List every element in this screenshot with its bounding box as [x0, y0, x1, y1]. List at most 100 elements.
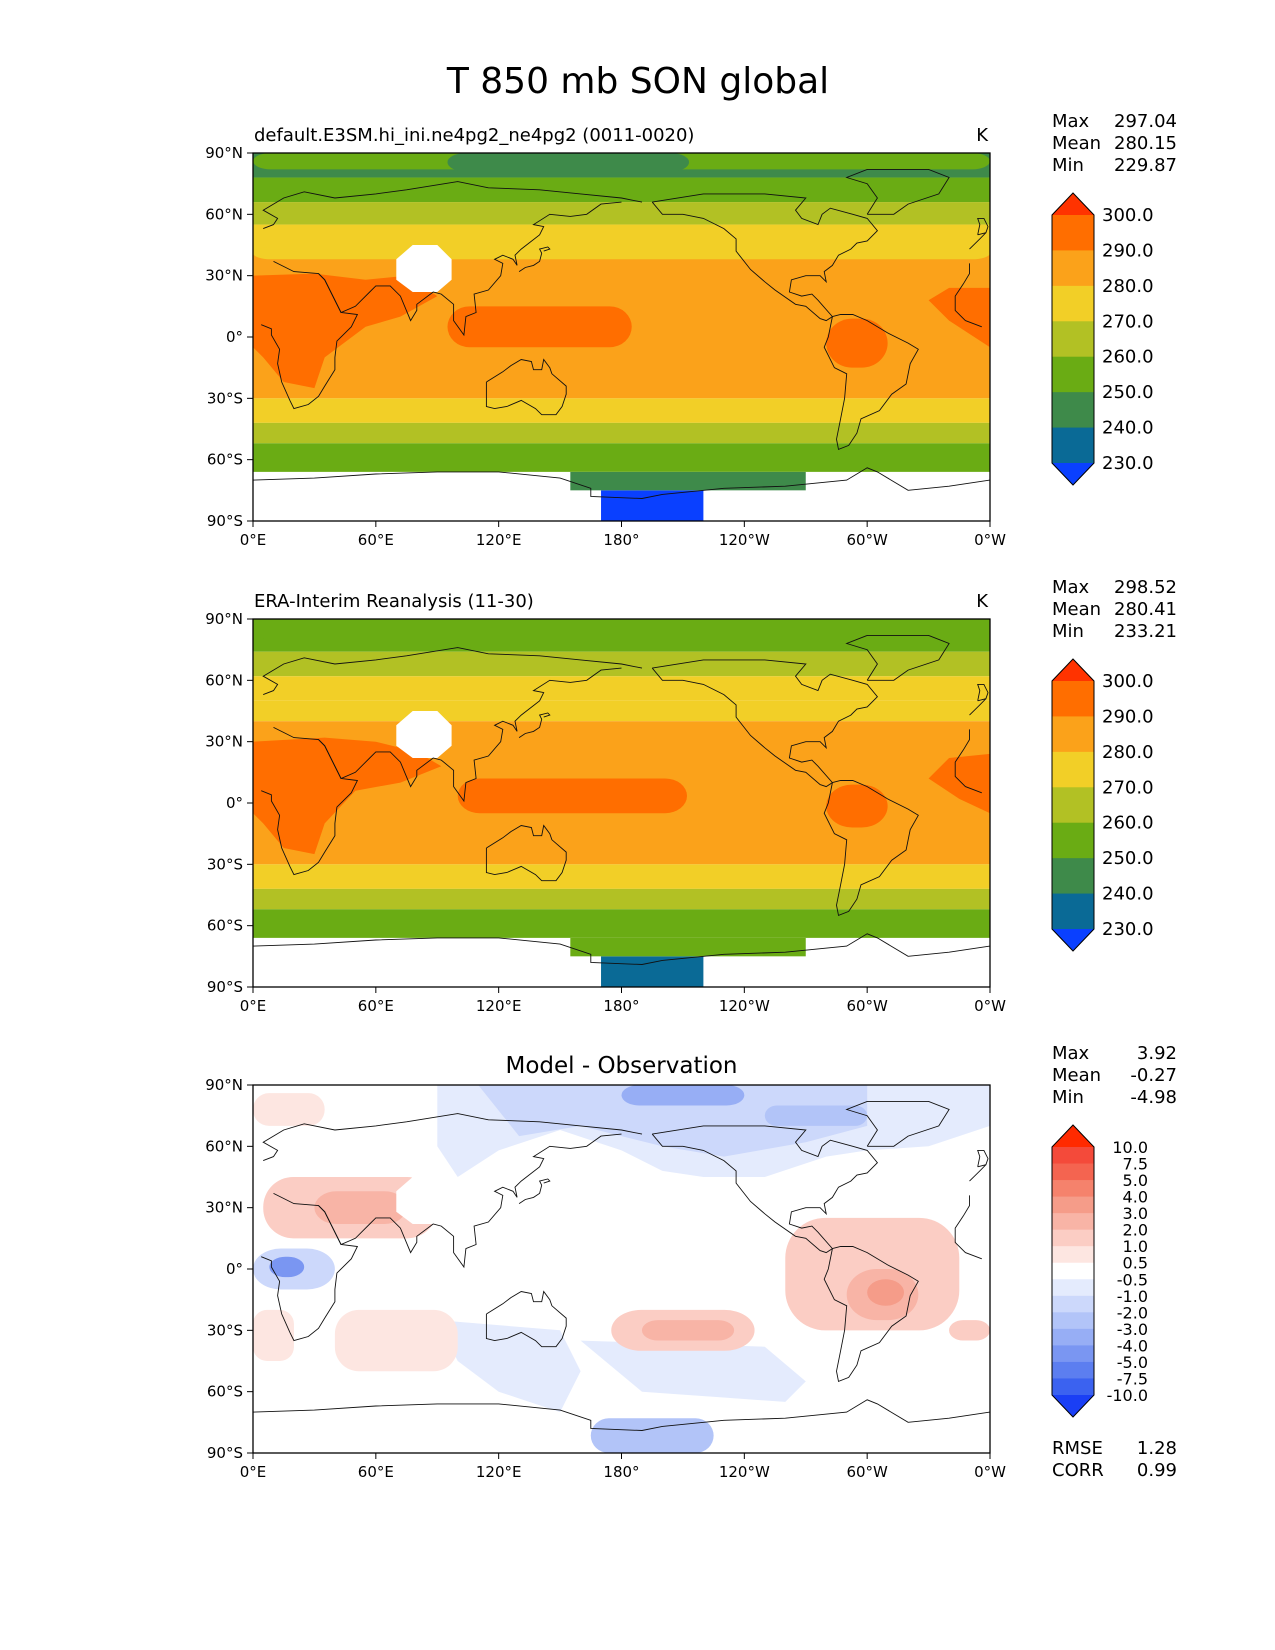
contour-region: [826, 318, 888, 368]
colorbar-swatch: [1052, 1246, 1094, 1264]
contour-band: [253, 700, 990, 722]
colorbar-swatch: [1052, 285, 1094, 322]
colorbar-extend-max: [1052, 193, 1094, 215]
x-tick-label: 120°E: [476, 1463, 522, 1481]
colorbar-tick-label: -4.0: [1117, 1336, 1148, 1355]
contour-band: [253, 888, 990, 910]
stat-value: -0.27: [1130, 1065, 1177, 1086]
map-panel-3: 0°E 60°E 120°E 180° 120°W 60°W 0°W 90°N 60°N 30°N…: [205, 1043, 1177, 1481]
x-tick-label: 120°E: [476, 531, 522, 549]
coastline: [518, 246, 551, 272]
coastline: [318, 201, 622, 337]
contour-band: [253, 443, 990, 472]
contour-region: [253, 737, 442, 855]
colorbar: 300.0 290.0 280.0 270.0 260.0 250.0 240.0 230.0: [1051, 658, 1154, 952]
y-tick-label: 0°: [226, 328, 243, 346]
colorbar-tick-label: -7.5: [1117, 1369, 1148, 1388]
colorbar: 300.0 290.0 280.0 270.0 260.0 250.0 240.0 230.0: [1051, 192, 1154, 486]
colorbar-tick-label: 250.0: [1102, 848, 1154, 869]
x-tick-label: 120°W: [719, 531, 770, 549]
colorbar-tick-label: 5.0: [1123, 1171, 1148, 1190]
contour-band: [253, 422, 990, 444]
panel-subtitle: default.E3SM.hi_ini.ne4pg2_ne4pg2 (0011-…: [254, 125, 694, 146]
y-tick-label: 90°N: [205, 1076, 243, 1094]
colorbar-swatch: [1052, 1279, 1094, 1297]
colorbar-swatch: [1052, 1163, 1094, 1181]
contour-region: [447, 306, 632, 348]
colorbar: 10.07.55.04.03.02.01.00.5-0.5-1.0-2.0-3.…: [1051, 1124, 1148, 1418]
contour-region: [396, 1177, 452, 1224]
colorbar-tick-label: 3.0: [1123, 1204, 1148, 1223]
colorbar-tick-label: 300.0: [1102, 671, 1154, 692]
coastline: [823, 780, 919, 917]
colorbar-outline: [1051, 1124, 1095, 1418]
colorbar-extend-max: [1052, 659, 1094, 681]
panel-center-title: Model - Observation: [505, 1053, 737, 1079]
coastline: [485, 1290, 567, 1348]
contour-region: [396, 711, 452, 758]
coastline: [253, 933, 990, 965]
colorbar-swatch: [1052, 858, 1094, 895]
colorbar-tick-label: -1.0: [1117, 1287, 1148, 1306]
colorbar-tick-label: -5.0: [1117, 1353, 1148, 1372]
contour-region: [478, 1085, 868, 1157]
colorbar-tick-label: 240.0: [1102, 418, 1154, 439]
x-tick-label: 120°W: [719, 1463, 770, 1481]
colorbar-swatch: [1052, 1196, 1094, 1214]
x-tick-label: 60°E: [358, 997, 394, 1015]
colorbar-swatch: [1052, 1229, 1094, 1247]
map-field: [253, 619, 990, 987]
x-tick-label: 60°W: [846, 997, 888, 1015]
colorbar-tick-label: 300.0: [1102, 205, 1154, 226]
stat-label: Mean: [1052, 133, 1101, 154]
contour-region: [601, 956, 704, 987]
contour-region: [826, 784, 888, 828]
colorbar-extend-max: [1052, 1125, 1094, 1147]
stat-value: 233.21: [1114, 621, 1177, 642]
contour-region: [867, 1279, 905, 1306]
colorbar-tick-label: 270.0: [1102, 311, 1154, 332]
colorbar-tick-label: 250.0: [1102, 382, 1154, 403]
contour-region: [253, 472, 990, 521]
stat-label: Max: [1052, 111, 1090, 132]
stat-label: Min: [1052, 155, 1084, 176]
contour-region: [601, 490, 704, 521]
stat-value: 280.15: [1114, 133, 1177, 154]
stat-value: 229.87: [1114, 155, 1177, 176]
contour-region: [590, 1418, 714, 1453]
colorbar-swatch: [1052, 1180, 1094, 1198]
stat-value: 1.28: [1137, 1438, 1177, 1459]
map-panel-1: 0°E 60°E 120°E 180° 120°W 60°W 0°W 90°N 60°N 30°N…: [205, 111, 1177, 549]
x-tick-label: 0°W: [974, 531, 1006, 549]
y-tick-label: 90°N: [205, 144, 243, 162]
contour-region: [314, 1191, 407, 1225]
y-tick-label: 90°S: [207, 978, 243, 996]
coastline: [262, 647, 987, 716]
x-tick-label: 180°: [603, 1463, 639, 1481]
x-tick-label: 60°W: [846, 531, 888, 549]
colorbar-swatch: [1052, 1378, 1094, 1396]
colorbar-tick-label: 4.0: [1123, 1188, 1148, 1207]
colorbar-outline: [1051, 192, 1095, 486]
stat-label: Max: [1052, 577, 1090, 598]
x-tick-label: 120°W: [719, 997, 770, 1015]
colorbar-tick-label: 230.0: [1102, 919, 1154, 940]
colorbar-tick-label: -0.5: [1117, 1270, 1148, 1289]
colorbar-swatch: [1052, 822, 1094, 859]
stat-label: Min: [1052, 1087, 1084, 1108]
y-tick-label: 30°S: [207, 855, 243, 873]
coastline: [977, 217, 989, 236]
x-tick-label: 60°W: [846, 1463, 888, 1481]
contour-band: [253, 909, 990, 938]
colorbar-extend-min: [1052, 929, 1094, 951]
coastline: [977, 683, 989, 702]
colorbar-tick-label: 280.0: [1102, 742, 1154, 763]
panel-units: K: [976, 591, 989, 612]
y-tick-label: 60°S: [207, 1383, 243, 1401]
coastline: [318, 1133, 622, 1269]
stat-label: Mean: [1052, 1065, 1101, 1086]
colorbar-swatch: [1052, 1312, 1094, 1330]
contour-region: [764, 1105, 868, 1126]
map-panel-2: 0°E 60°E 120°E 180° 120°W 60°W 0°W 90°N 60°N 30°N…: [205, 577, 1177, 1015]
y-tick-label: 90°N: [205, 610, 243, 628]
